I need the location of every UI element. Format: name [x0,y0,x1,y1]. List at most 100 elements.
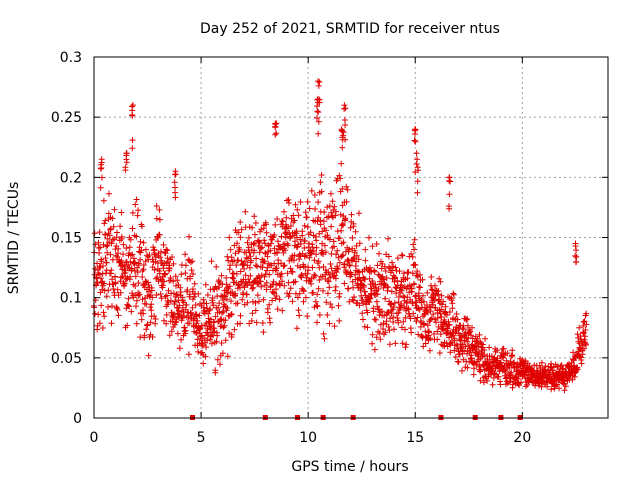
data-point [324,290,331,297]
data-point [339,136,346,143]
data-point [112,280,119,287]
data-point [113,304,120,311]
data-point [439,301,446,308]
data-point [144,321,151,328]
data-point [346,246,353,253]
data-point [395,294,402,300]
y-tick-label: 0.25 [51,110,82,126]
data-point [410,241,417,248]
data-point [114,286,121,293]
data-point [261,237,268,244]
data-point [416,283,422,290]
data-point [497,381,504,388]
data-point [314,218,321,225]
data-point [170,260,177,267]
data-point [353,242,360,249]
data-point [278,233,285,240]
data-point [443,312,450,318]
data-point [241,265,247,272]
data-point [367,295,374,301]
data-point [305,267,312,274]
data-point [249,285,256,292]
data-point [117,278,124,285]
data-point [489,381,496,388]
data-point [152,316,159,322]
data-point [356,269,363,276]
data-point [129,209,136,216]
data-point [103,243,110,250]
data-point [582,327,589,333]
data-point [232,250,239,257]
data-point [189,258,196,265]
data-point [446,205,453,212]
data-point [286,290,293,297]
data-point [509,352,516,359]
data-point [395,309,402,316]
data-point [276,296,283,303]
data-point [95,311,102,318]
data-point [129,251,136,258]
data-point [279,307,286,314]
data-point [99,270,106,277]
data-point [261,258,268,265]
data-point [182,270,189,277]
data-point [327,190,334,197]
data-point [327,301,334,307]
data-point [313,251,320,258]
data-point [336,290,343,297]
data-point [138,247,145,254]
data-point [314,319,320,326]
data-point [412,262,419,268]
data-point [239,296,246,303]
data-point [259,244,265,251]
data-point [572,259,579,266]
data-point [147,319,154,326]
data-point [408,329,415,336]
data-point [464,338,471,345]
data-point [254,292,261,299]
data-point [562,383,569,390]
data-point [346,262,353,269]
data-point [109,215,116,222]
data-point [96,271,103,278]
data-point [151,266,158,273]
data-point [148,307,155,314]
data-point [129,137,136,144]
data-point [123,152,130,159]
data-point [101,220,108,227]
data-point [98,258,105,265]
data-point [140,262,147,268]
data-point [136,291,143,298]
data-point [484,356,491,363]
data-point [396,268,403,275]
data-point [412,138,419,145]
data-point [421,321,428,328]
data-point [581,318,588,325]
data-point [446,309,453,315]
data-point [328,223,335,230]
data-point [135,262,142,269]
data-point [332,287,339,294]
data-point [278,260,285,267]
data-point [156,216,163,223]
data-point [402,326,408,333]
data-point [337,211,344,218]
data-point [571,373,578,380]
data-point [340,239,347,246]
data-point [172,171,178,178]
data-points [90,78,590,394]
data-point [315,130,322,137]
data-point [279,278,286,285]
data-point [370,308,377,315]
data-point [332,283,339,290]
data-point [141,332,148,339]
data-point [140,310,147,317]
data-point [114,306,121,313]
data-point [319,228,326,235]
data-point [191,280,198,287]
data-point [388,310,395,317]
data-point [296,251,303,258]
data-point [387,315,394,322]
data-point [281,282,288,289]
data-point [250,284,257,291]
